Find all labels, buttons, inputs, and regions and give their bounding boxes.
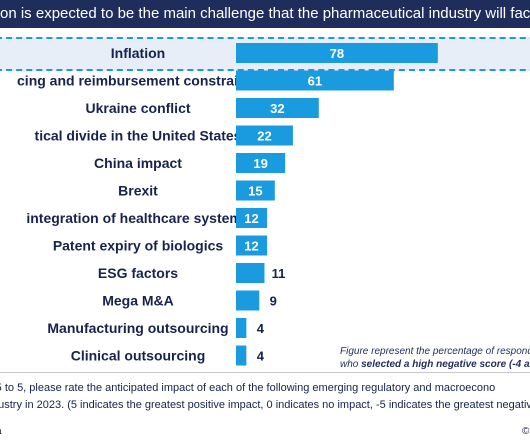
category-label: ESG factors — [98, 265, 178, 281]
bar — [236, 70, 394, 91]
bar — [236, 43, 438, 63]
value-label: 15 — [248, 184, 262, 199]
copyright-symbol: © — [522, 426, 530, 437]
category-label: Clinical outsourcing — [71, 348, 206, 364]
bar — [236, 153, 286, 173]
category-label: Inflation — [111, 45, 165, 61]
figure-note-line2: who selected a high negative score (-4 a… — [340, 358, 530, 371]
category-label: integration of healthcare systems — [26, 210, 250, 226]
bar — [236, 208, 268, 228]
category-label: cing and reimbursement constraints — [17, 73, 259, 89]
highlight-box-inflation — [0, 37, 530, 71]
value-label: 32 — [270, 101, 284, 116]
chart-title: on is expected to be the main challenge … — [0, 0, 530, 28]
category-label: Ukraine conflict — [85, 100, 190, 116]
figure-note-line1: Figure represent the percentage of respo… — [340, 346, 530, 357]
value-label: 78 — [330, 46, 344, 61]
figure-note-line2-prefix: who — [340, 359, 362, 370]
category-label: Patent expiry of biologics — [53, 238, 224, 254]
value-label: 4 — [257, 321, 265, 336]
bar — [236, 345, 247, 366]
footer-divider — [0, 372, 530, 373]
figure-note-line2-bold: selected a high negative score (-4 and — [361, 359, 530, 370]
bar — [236, 125, 293, 146]
source-label: a — [0, 426, 2, 437]
survey-question: -5 to 5, please rate the anticipated imp… — [0, 380, 530, 414]
survey-question-line1: -5 to 5, please rate the anticipated imp… — [0, 382, 496, 394]
bar-chart: Inflation 78 cing and reimbursement constr… — [17, 43, 438, 366]
category-label: China impact — [94, 155, 182, 171]
value-label: 12 — [244, 211, 258, 226]
bar — [236, 98, 319, 118]
bar — [236, 290, 260, 311]
category-label: Brexit — [118, 183, 158, 199]
value-label: 11 — [272, 266, 286, 281]
survey-question-line2: dustry in 2023. (5 indicates the greates… — [0, 399, 530, 411]
value-label: 9 — [270, 294, 277, 309]
value-label: 4 — [257, 349, 265, 364]
value-label: 12 — [244, 239, 258, 254]
value-label: 22 — [257, 129, 271, 144]
figure-note: Figure represent the percentage of respo… — [340, 345, 530, 371]
category-label: Mega M&A — [102, 293, 174, 309]
value-label: 19 — [253, 156, 267, 171]
bar — [236, 263, 265, 283]
category-label: Manufacturing outsourcing — [47, 320, 228, 336]
bar — [236, 318, 247, 338]
bar — [236, 180, 275, 201]
bar — [236, 235, 268, 256]
value-label: 61 — [308, 74, 322, 89]
category-label: tical divide in the United States — [35, 128, 242, 144]
